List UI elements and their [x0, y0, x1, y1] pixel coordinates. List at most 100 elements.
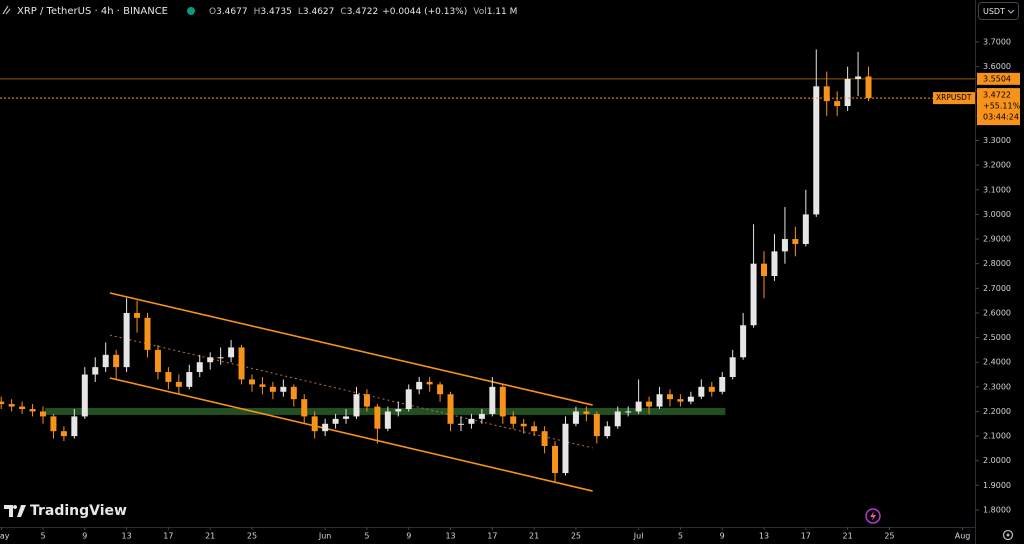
stat-key: C: [340, 7, 346, 17]
candle-body: [395, 409, 402, 412]
candle-body: [646, 401, 653, 407]
x-tick-label: Jul: [633, 532, 644, 541]
x-tick-label: 21: [529, 532, 539, 541]
candle-body: [269, 386, 276, 392]
x-tick-label: 13: [122, 532, 132, 541]
header: XRP / TetherUS · 4h · BINANCE O3.4677 H3.…: [2, 5, 517, 17]
y-tick-label: 3.7000: [983, 37, 1011, 46]
candle-body: [552, 445, 559, 474]
candle-body: [60, 431, 67, 437]
candle-body: [290, 386, 297, 400]
y-tick-label: 3.0000: [983, 210, 1011, 219]
stat-value: 3.4677: [216, 7, 248, 17]
candle-body: [416, 381, 423, 390]
candle-body: [332, 418, 339, 424]
x-tick-label: 13: [445, 532, 455, 541]
candle-body: [677, 399, 684, 402]
candle-body: [175, 381, 182, 387]
ohlc-legend: O3.4677 H3.4735 L3.4627 C3.4722 +0.0044 (+0.…: [209, 7, 517, 17]
candle-body: [687, 396, 694, 402]
trend-line: [109, 292, 593, 406]
currency-button[interactable]: USDT: [978, 2, 1019, 20]
x-tick-label: 5: [364, 532, 369, 541]
candle-body: [719, 376, 726, 392]
alert-icon-ring[interactable]: [865, 508, 881, 524]
symbol-label: XRPUSDT: [936, 93, 972, 102]
change-label: +55.11%: [983, 102, 1021, 111]
candle-body: [384, 411, 391, 429]
symbol-title[interactable]: XRP / TetherUS · 4h · BINANCE: [17, 6, 168, 17]
candle-body: [207, 357, 214, 363]
x-tick-label: Jun: [318, 532, 332, 541]
candle-body: [855, 76, 862, 79]
candle-body: [92, 367, 99, 375]
stat-value: +0.0044 (+0.13%): [382, 7, 467, 17]
y-tick-label: 2.5000: [983, 333, 1011, 342]
x-tick-label: 21: [843, 532, 853, 541]
candle-body: [761, 263, 768, 277]
alert-icon[interactable]: [865, 508, 881, 524]
x-tick-label: 21: [205, 532, 215, 541]
settings-gear[interactable]: [1002, 529, 1014, 541]
candle-body: [698, 386, 705, 397]
candle-body: [813, 86, 820, 215]
candle-body: [154, 349, 161, 373]
candle-body: [165, 372, 172, 382]
candle-body: [865, 76, 872, 99]
candle-body: [40, 411, 47, 417]
y-tick-label: 1.9000: [983, 481, 1011, 490]
candle-body: [457, 423, 464, 425]
candle-body: [0, 401, 5, 405]
countdown-label: 03:44:24: [983, 113, 1019, 122]
candle-body: [437, 384, 444, 395]
candle-body: [19, 406, 26, 410]
axes: 1.8000 1.9000 2.0000 2.1000 2.2000 2.3000 2.40…: [0, 37, 1021, 540]
candle-body: [447, 394, 454, 424]
candle-body: [520, 423, 527, 427]
candle-body: [280, 386, 287, 392]
currency-label[interactable]: USDT: [983, 7, 1005, 16]
candle-body: [771, 251, 778, 277]
candle-body: [625, 411, 632, 413]
candle-body: [50, 416, 57, 432]
symbol-label-box: [933, 92, 975, 105]
plot-area: [0, 49, 975, 492]
candle-body: [322, 423, 329, 432]
y-tick-label: 2.2000: [983, 407, 1011, 416]
candle-body: [29, 409, 36, 412]
candle-body: [123, 312, 130, 368]
candle-body: [562, 423, 569, 474]
level-label: 3.5504: [983, 74, 1011, 83]
status-dot: [187, 7, 195, 15]
candle-body: [604, 426, 611, 437]
x-tick-label: 25: [571, 532, 581, 541]
candle-body: [248, 379, 255, 385]
candle-body: [834, 101, 841, 107]
candle-body: [353, 394, 360, 417]
x-tick-label: 17: [163, 532, 173, 541]
price-label-box: [977, 88, 1020, 126]
candle-body: [71, 416, 78, 437]
candle-body: [531, 426, 538, 432]
currency-button-frame[interactable]: [978, 2, 1019, 20]
y-tick-label: 3.1000: [983, 185, 1011, 194]
stat-value: 3.4722: [347, 7, 379, 17]
candle-body: [301, 399, 308, 417]
candle-body: [228, 347, 235, 358]
candle-body: [478, 413, 485, 419]
candle-body: [541, 431, 548, 446]
candle-body: [186, 372, 193, 387]
candle-body: [666, 394, 673, 400]
x-tick-label: May: [0, 532, 10, 541]
candle-body: [134, 312, 141, 318]
x-tick-label: 17: [801, 532, 811, 541]
candle-body: [489, 386, 496, 414]
price-label: 3.4722: [983, 91, 1011, 100]
settings-button[interactable]: [1002, 529, 1014, 541]
symbol-icon: [2, 5, 11, 15]
candle-body: [259, 384, 266, 387]
x-tick-label: 25: [884, 532, 894, 541]
x-tick-label: 17: [487, 532, 497, 541]
x-tick-label: 9: [82, 532, 87, 541]
candle-body: [311, 416, 318, 432]
